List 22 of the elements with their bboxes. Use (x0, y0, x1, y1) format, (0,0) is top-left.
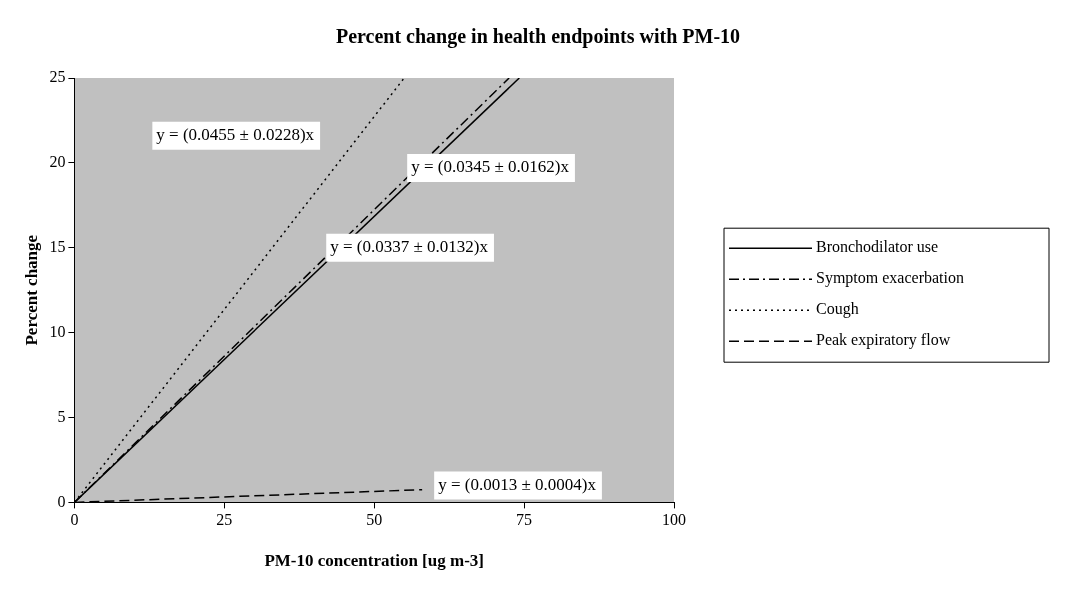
y-tick-label: 5 (57, 407, 66, 425)
text: Cough (816, 300, 859, 319)
y-tick-label: 20 (49, 153, 66, 171)
x-axis-title: PM-10 concentration [ug m-3] (264, 551, 484, 571)
x-tick-label: 25 (216, 511, 233, 529)
x-tick-label: 50 (366, 511, 383, 529)
annotation: y = (0.0337 ± 0.0132)x (330, 237, 489, 257)
annotation: y = (0.0345 ± 0.0162)x (411, 157, 570, 177)
text: Peak expiratory flow (816, 331, 951, 350)
annotation: y = (0.0455 ± 0.0228)x (156, 125, 315, 145)
text: Symptom exacerbation (816, 269, 964, 288)
x-tick-label: 100 (662, 511, 686, 529)
annotation: y = (0.0013 ± 0.0004)x (438, 474, 597, 494)
chart-title: Percent change in health endpoints with PM-10 (335, 25, 741, 49)
text: Bronchodilator use (816, 238, 939, 256)
y-tick-label: 10 (49, 322, 66, 340)
y-axis-title: Percent change (21, 234, 41, 346)
x-tick-label: 75 (516, 511, 533, 529)
x-tick-label: 0 (70, 511, 79, 529)
y-tick-label: 15 (49, 237, 66, 255)
y-tick-label: 0 (57, 492, 66, 510)
y-tick-label: 25 (49, 68, 66, 86)
